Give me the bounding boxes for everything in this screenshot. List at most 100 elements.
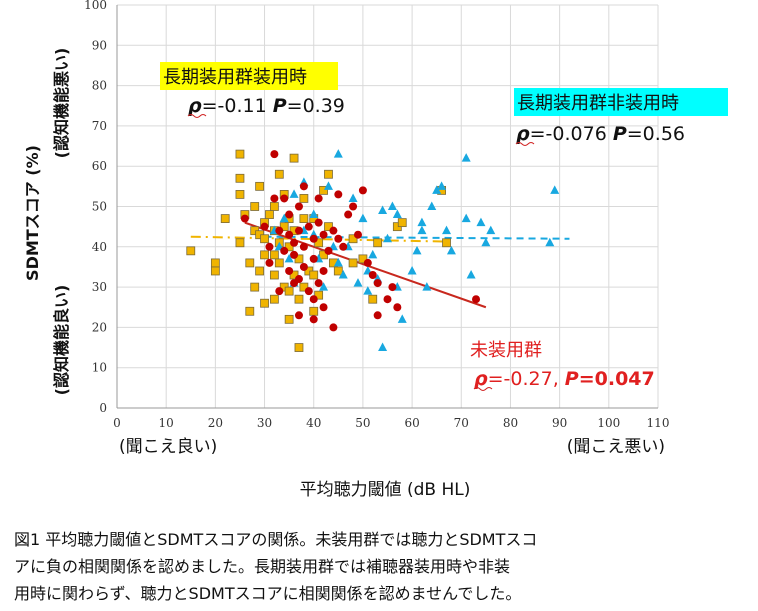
point-square [294, 343, 304, 352]
spellcheck-underline [515, 142, 535, 146]
point-square [279, 222, 289, 232]
point-triangle [368, 249, 378, 259]
tick-labels: 0 10 20 30 40 50 60 70 80 90 100 0 10 20 30 40 50 60 70 80 9… [84, 0, 669, 430]
point-triangle [476, 217, 486, 227]
point-triangle [417, 217, 427, 227]
y-tick-label: 60 [92, 159, 107, 173]
point-square [260, 298, 269, 308]
point-square [309, 306, 319, 316]
point-circle [373, 279, 382, 288]
point-circle [368, 271, 377, 280]
point-circle [358, 186, 367, 195]
point-square [269, 202, 279, 211]
point-circle [383, 295, 392, 304]
point-square [324, 222, 333, 232]
point-square [269, 270, 279, 280]
point-circle [285, 266, 294, 275]
point-square [299, 194, 309, 203]
annotation-label-worn: 長期装用群装用時 [163, 67, 307, 88]
annotation-stat-nonuser: ρ=-0.27, P=0.047 [474, 368, 655, 390]
point-circle [349, 202, 358, 211]
x-tick-label: 0 [113, 416, 121, 430]
y-tick-label: 20 [92, 320, 107, 334]
point-triangle [442, 225, 452, 235]
point-square [314, 238, 324, 248]
point-circle [309, 234, 318, 243]
point-circle [299, 182, 308, 191]
point-circle [290, 250, 299, 259]
y-tick-label: 100 [84, 0, 107, 12]
point-triangle [279, 213, 289, 223]
point-circle [324, 246, 333, 255]
point-triangle [309, 209, 319, 219]
point-triangle [550, 185, 560, 194]
point-triangle [378, 205, 388, 215]
point-square [210, 258, 220, 268]
point-square [245, 306, 255, 316]
point-circle [393, 303, 402, 312]
rho-symbol: ρ [474, 368, 488, 390]
point-circle [285, 210, 294, 219]
point-triangle [284, 253, 294, 263]
point-circle [294, 275, 303, 284]
point-square [260, 234, 269, 244]
point-square [319, 185, 328, 195]
point-circle [363, 258, 372, 267]
point-triangle [353, 278, 363, 287]
point-square [299, 282, 309, 292]
point-triangle [486, 225, 496, 235]
trendline [190, 235, 447, 243]
spellcheck-underline [473, 387, 493, 391]
point-square [274, 169, 284, 179]
point-square [289, 153, 299, 163]
x-tick-label: 90 [552, 416, 567, 430]
y-tick-label: 50 [92, 200, 107, 214]
point-circle [388, 283, 397, 292]
x-tick-label: 50 [355, 416, 370, 430]
annotation-label-unworn: 長期装用群非装用時 [517, 93, 679, 114]
point-triangle [289, 189, 299, 198]
point-circle [334, 234, 343, 243]
x-axis-label-right: (聞こえ悪い) [567, 437, 665, 457]
point-square [368, 294, 378, 304]
point-square [324, 169, 333, 179]
point-square [294, 294, 304, 304]
point-triangle [437, 181, 447, 190]
point-square [314, 290, 324, 300]
point-square [260, 250, 269, 260]
rho-value-unworn: =-0.076 [530, 123, 613, 145]
point-triangle [422, 282, 432, 291]
caption-line: アに負の相関関係を認めました。長期装用群では補聴器装用時や非装 [14, 557, 511, 576]
rho-symbol: ρ [188, 95, 202, 117]
point-circle [344, 210, 353, 219]
point-square [309, 270, 319, 280]
point-circle [265, 242, 274, 251]
rho-value-nonuser: =-0.27, [488, 368, 565, 390]
point-circle [309, 295, 318, 304]
point-square [255, 181, 265, 191]
rho-value-worn: =-0.11 [202, 95, 273, 117]
data-points [186, 149, 560, 352]
point-circle [309, 254, 318, 263]
point-square [235, 238, 245, 248]
point-circle [260, 222, 269, 231]
point-circle [309, 315, 318, 324]
x-tick-label: 80 [503, 416, 518, 430]
point-circle [373, 311, 382, 320]
point-square [294, 254, 304, 264]
point-square [319, 250, 328, 260]
y-axis-label-bottom: (認知機能良い) [52, 285, 71, 396]
point-triangle [461, 153, 471, 162]
point-triangle [323, 181, 333, 190]
point-circle [319, 230, 328, 239]
y-axis-label: SDMTスコア (%) [23, 145, 42, 281]
annotation-stat-worn: ρ=-0.11 P=0.39 [188, 95, 345, 117]
point-square [245, 258, 255, 268]
point-square [274, 258, 284, 268]
point-triangle [363, 286, 373, 295]
point-triangle [378, 342, 388, 352]
point-triangle [427, 201, 437, 210]
point-square [442, 238, 451, 248]
point-triangle [397, 314, 407, 323]
y-tick-label: 80 [92, 79, 107, 93]
